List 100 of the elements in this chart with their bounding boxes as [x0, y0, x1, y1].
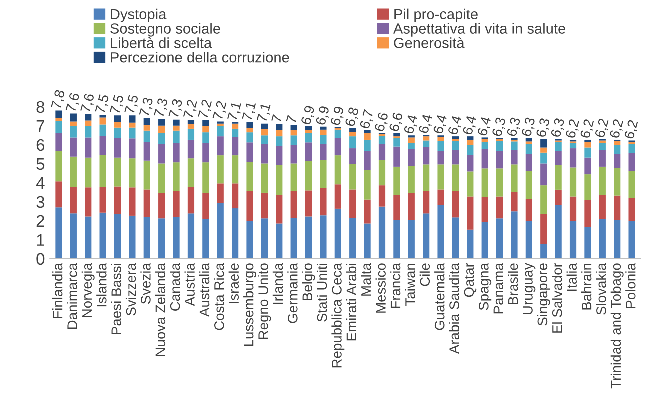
x-tick-label: Svizzera [126, 263, 136, 316]
total-label: 7,6 [80, 93, 96, 114]
bar [129, 188, 136, 216]
bar [584, 227, 592, 259]
bar [364, 140, 371, 152]
bar [350, 190, 356, 218]
bar [584, 148, 592, 158]
total-label: 6,4 [462, 115, 478, 136]
bar [438, 151, 444, 165]
x-tick-label: Regno Unito [258, 264, 272, 340]
bar [305, 126, 312, 130]
bar [570, 196, 577, 222]
bar [305, 133, 312, 143]
bar [364, 200, 371, 224]
x-tick-label: Germania [288, 263, 298, 324]
bar [217, 203, 224, 259]
total-label: 6,9 [300, 105, 317, 126]
bar [290, 130, 298, 136]
y-tick-label: 6 [36, 139, 45, 152]
total-label: 7 [286, 115, 298, 124]
bar [217, 126, 224, 137]
bar [614, 220, 621, 259]
bar [56, 182, 62, 208]
bar [364, 133, 371, 140]
bar [452, 191, 460, 218]
total-label: 7,3 [168, 98, 184, 120]
bar [482, 149, 488, 169]
bar [261, 129, 268, 136]
bar [202, 120, 210, 126]
bar [173, 126, 180, 131]
x-tick-label: Repubblica Ceca [332, 263, 345, 368]
bar [364, 224, 371, 259]
x-tick-label: Spagna [478, 263, 492, 310]
x-tick-label: Trinidad and Tobago [610, 264, 624, 389]
bar [129, 138, 136, 159]
bar [100, 124, 106, 136]
bar [540, 139, 548, 148]
x-tick-label: Austria [184, 263, 195, 306]
legend-label: Generosità [394, 37, 465, 48]
bar [114, 128, 122, 138]
bar [158, 218, 166, 259]
x-tick-label: Messico [376, 264, 386, 313]
bar [496, 196, 504, 219]
x-tick-label: Polonia [626, 263, 636, 308]
x-tick-label: Lussemburgo [244, 264, 256, 346]
total-label: 7,5 [95, 94, 111, 114]
bar [70, 122, 77, 126]
bar [173, 120, 180, 126]
bar [526, 199, 532, 222]
bar [114, 138, 122, 158]
bar [129, 216, 136, 259]
bar [173, 217, 180, 259]
bar [423, 214, 430, 259]
bar [628, 198, 636, 222]
bar [482, 139, 488, 142]
bar [438, 190, 444, 206]
bar [70, 138, 77, 157]
bar [217, 124, 224, 126]
bar [614, 141, 621, 146]
total-label: 6,2 [609, 118, 626, 140]
bar [85, 126, 92, 138]
x-tick-label: Israele [228, 264, 240, 304]
bar [85, 158, 92, 188]
bar [144, 160, 150, 190]
total-label: 6,2 [594, 118, 610, 139]
bar [276, 195, 283, 224]
bar [452, 164, 460, 192]
total-label: 6,4 [477, 116, 493, 137]
bar [334, 138, 342, 156]
total-label: 7,2 [198, 99, 214, 120]
bar [364, 130, 371, 134]
bar [394, 220, 400, 259]
bar [496, 218, 504, 259]
bar [350, 218, 356, 259]
bar [614, 196, 621, 220]
x-tick-label: Islanda [96, 263, 107, 307]
bar [438, 141, 444, 152]
bar [261, 218, 268, 259]
bar [246, 191, 254, 222]
x-tick-label: Malta [361, 263, 372, 296]
bar [614, 154, 621, 168]
x-tick-label: Panama [494, 263, 504, 314]
bar [496, 168, 504, 197]
bar [408, 149, 415, 166]
bar [188, 158, 195, 188]
bar [202, 126, 210, 133]
bar [570, 168, 577, 197]
bar [158, 126, 166, 134]
bar [555, 190, 562, 206]
bar [540, 148, 548, 153]
bar [378, 186, 386, 207]
bar [614, 145, 621, 154]
bar [584, 140, 592, 142]
bar [570, 143, 577, 149]
bar [408, 143, 415, 150]
x-tick-label: Irlanda [272, 263, 284, 304]
bar [290, 164, 298, 192]
bar [334, 156, 342, 185]
bar [188, 214, 195, 259]
x-tick-label: Francia [390, 263, 401, 308]
